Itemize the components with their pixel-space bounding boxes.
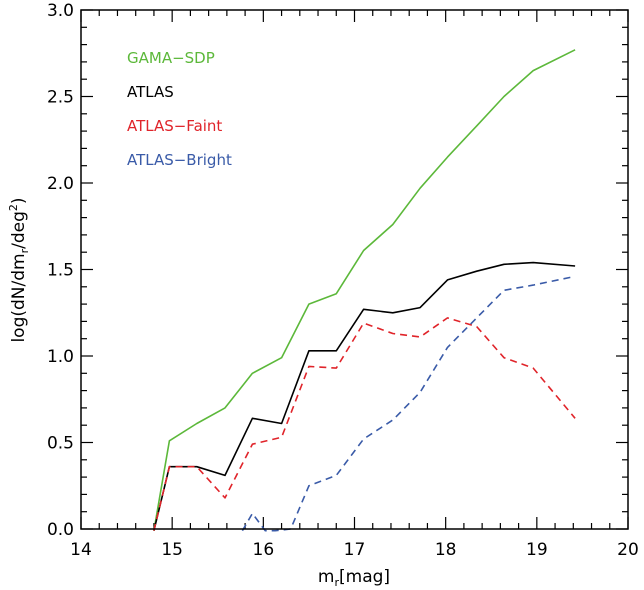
series-line-1 <box>153 49 576 531</box>
y-tick-label: 1.5 <box>47 261 74 281</box>
x-tick-label: 19 <box>526 540 548 560</box>
tick-layer: 14 15 16 17 18 19 20 0.0 0.5 1.0 1.5 2.0 2.5 3.0 <box>47 1 639 560</box>
x-axis-title: mr[mag] <box>318 567 390 589</box>
y-tick-label: 1.0 <box>47 347 74 367</box>
series-line-2 <box>153 261 576 531</box>
x-tick-label: 17 <box>344 540 366 560</box>
y-tick-label: 0.0 <box>47 520 74 540</box>
legend-label-1: GAMA−SDP <box>127 49 215 67</box>
legend: GAMA−SDP ATLAS ATLAS−Faint ATLAS−Bright <box>127 49 232 169</box>
legend-label-4: ATLAS−Bright <box>127 151 232 169</box>
x-tick-label: 16 <box>253 540 275 560</box>
legend-label-3: ATLAS−Faint <box>127 117 222 135</box>
legend-label-2: ATLAS <box>127 83 174 101</box>
x-tick-label: 18 <box>435 540 457 560</box>
series-line-3 <box>153 317 576 531</box>
y-tick-label: 0.5 <box>47 434 74 454</box>
series-layer <box>153 49 576 532</box>
y-tick-label: 3.0 <box>47 1 74 21</box>
plot-frame <box>80 9 629 530</box>
x-tick-label: 14 <box>70 540 92 560</box>
y-axis-title: log(dN/dmr/deg2) <box>7 197 31 342</box>
x-tick-label: 15 <box>161 540 183 560</box>
y-tick-label: 2.0 <box>47 174 74 194</box>
x-tick-label: 20 <box>617 540 639 560</box>
y-tick-label: 2.5 <box>47 88 74 108</box>
